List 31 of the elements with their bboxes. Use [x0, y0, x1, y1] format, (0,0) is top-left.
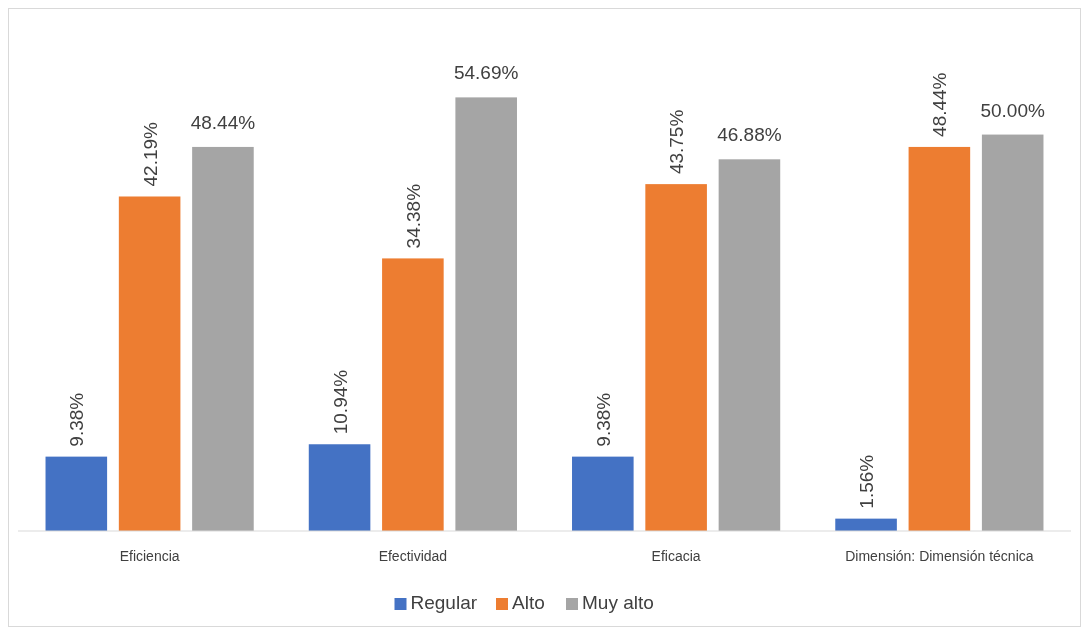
legend-label: Alto: [512, 592, 545, 613]
bar: [455, 97, 517, 531]
data-label: 48.44%: [190, 111, 256, 133]
x-tick-label: Eficiencia: [119, 548, 180, 564]
bar: [45, 456, 108, 531]
data-label: 54.69%: [453, 62, 519, 84]
bar: [572, 456, 634, 531]
bar: [835, 518, 897, 531]
bar: [118, 196, 181, 531]
legend-label: Regular: [410, 592, 478, 613]
bar: [908, 146, 971, 531]
bar: [645, 184, 707, 531]
bar: [192, 146, 254, 531]
data-label: 48.44%: [929, 72, 951, 137]
data-label: 50.00%: [980, 99, 1046, 121]
x-tick-label: Efectividad: [378, 548, 448, 564]
bar: [718, 159, 781, 531]
x-tick-label: Eficacia: [651, 548, 701, 564]
data-label: 1.56%: [856, 454, 878, 509]
bar: [382, 258, 444, 531]
data-label: 42.19%: [139, 121, 161, 187]
bar: [308, 444, 371, 531]
data-label: 10.94%: [329, 369, 351, 435]
data-label: 9.38%: [592, 392, 614, 447]
data-label: 34.38%: [402, 183, 424, 249]
legend-label: Muy alto: [582, 592, 654, 613]
data-label: 43.75%: [666, 109, 688, 175]
data-label: 9.38%: [66, 392, 88, 447]
data-label: 46.88%: [717, 124, 782, 146]
bar: [981, 134, 1044, 531]
x-tick-label: Dimensión: Dimensión técnica: [845, 548, 1034, 564]
